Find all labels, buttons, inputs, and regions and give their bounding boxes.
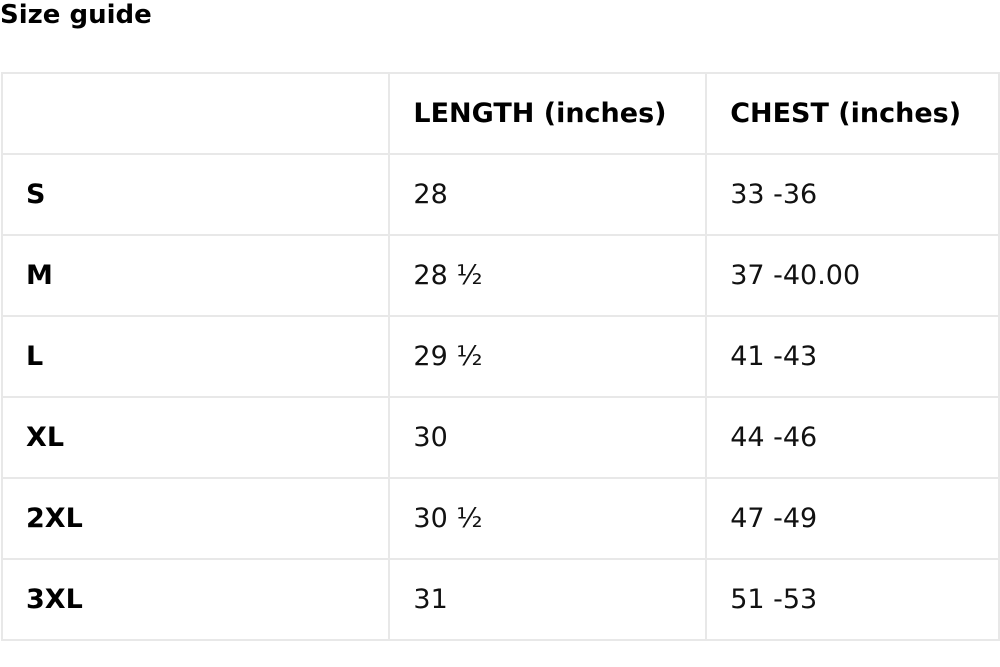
length-cell: 28 <box>388 153 708 236</box>
header-chest: CHEST (inches) <box>705 72 1000 155</box>
table-row: XL 30 44 -46 <box>0 396 1000 479</box>
table-row: S 28 33 -36 <box>0 153 1000 236</box>
header-size <box>0 72 391 155</box>
size-cell: M <box>0 234 391 317</box>
length-cell: 28 ½ <box>388 234 708 317</box>
length-cell: 29 ½ <box>388 315 708 398</box>
chest-cell: 47 -49 <box>705 477 1000 560</box>
table-row: 3XL 31 51 -53 <box>0 558 1000 641</box>
chest-cell: 51 -53 <box>705 558 1000 641</box>
size-cell: 3XL <box>0 558 391 641</box>
table-row: M 28 ½ 37 -40.00 <box>0 234 1000 317</box>
table-row: 2XL 30 ½ 47 -49 <box>0 477 1000 560</box>
length-cell: 30 ½ <box>388 477 708 560</box>
size-cell: S <box>0 153 391 236</box>
size-cell: XL <box>0 396 391 479</box>
table-header-row: LENGTH (inches) CHEST (inches) <box>0 72 1000 155</box>
size-cell: 2XL <box>0 477 391 560</box>
chest-cell: 44 -46 <box>705 396 1000 479</box>
header-length: LENGTH (inches) <box>388 72 708 155</box>
table-row: L 29 ½ 41 -43 <box>0 315 1000 398</box>
chest-cell: 41 -43 <box>705 315 1000 398</box>
page-title: Size guide <box>0 0 152 30</box>
size-cell: L <box>0 315 391 398</box>
chest-cell: 37 -40.00 <box>705 234 1000 317</box>
length-cell: 30 <box>388 396 708 479</box>
chest-cell: 33 -36 <box>705 153 1000 236</box>
length-cell: 31 <box>388 558 708 641</box>
size-guide-table: LENGTH (inches) CHEST (inches) S 28 33 -36… <box>0 72 1000 641</box>
